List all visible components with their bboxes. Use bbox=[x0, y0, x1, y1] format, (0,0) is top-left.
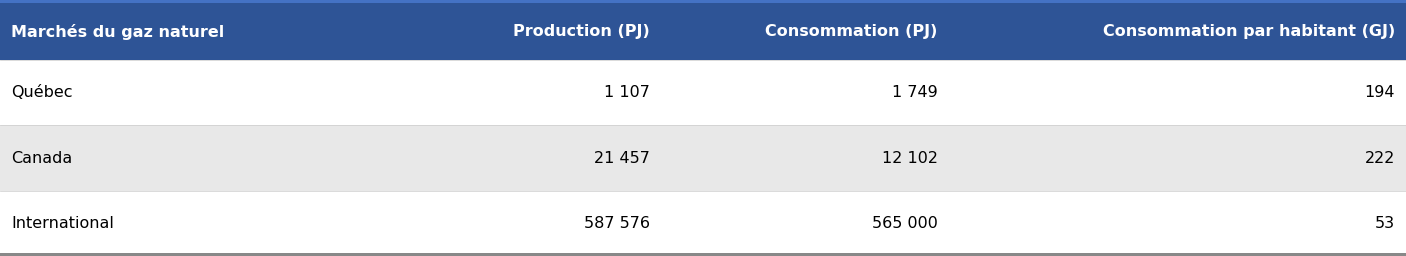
Text: 53: 53 bbox=[1375, 216, 1395, 231]
Text: 222: 222 bbox=[1364, 151, 1395, 166]
Text: 1 107: 1 107 bbox=[603, 85, 650, 100]
Text: Production (PJ): Production (PJ) bbox=[513, 24, 650, 39]
Bar bbox=[0, 253, 1406, 256]
Bar bbox=[0, 0, 1406, 3]
Text: Marchés du gaz naturel: Marchés du gaz naturel bbox=[11, 24, 225, 40]
Text: 194: 194 bbox=[1364, 85, 1395, 100]
Text: Consommation par habitant (GJ): Consommation par habitant (GJ) bbox=[1102, 24, 1395, 39]
Bar bbox=[0, 60, 1406, 125]
Text: Canada: Canada bbox=[11, 151, 73, 166]
Text: 587 576: 587 576 bbox=[583, 216, 650, 231]
Text: Québec: Québec bbox=[11, 85, 73, 100]
Text: Consommation (PJ): Consommation (PJ) bbox=[765, 24, 938, 39]
Text: 21 457: 21 457 bbox=[593, 151, 650, 166]
Text: 1 749: 1 749 bbox=[891, 85, 938, 100]
Text: 565 000: 565 000 bbox=[872, 216, 938, 231]
Bar bbox=[0, 3, 1406, 60]
Bar bbox=[0, 191, 1406, 256]
Text: International: International bbox=[11, 216, 114, 231]
Bar bbox=[0, 125, 1406, 191]
Text: 12 102: 12 102 bbox=[882, 151, 938, 166]
